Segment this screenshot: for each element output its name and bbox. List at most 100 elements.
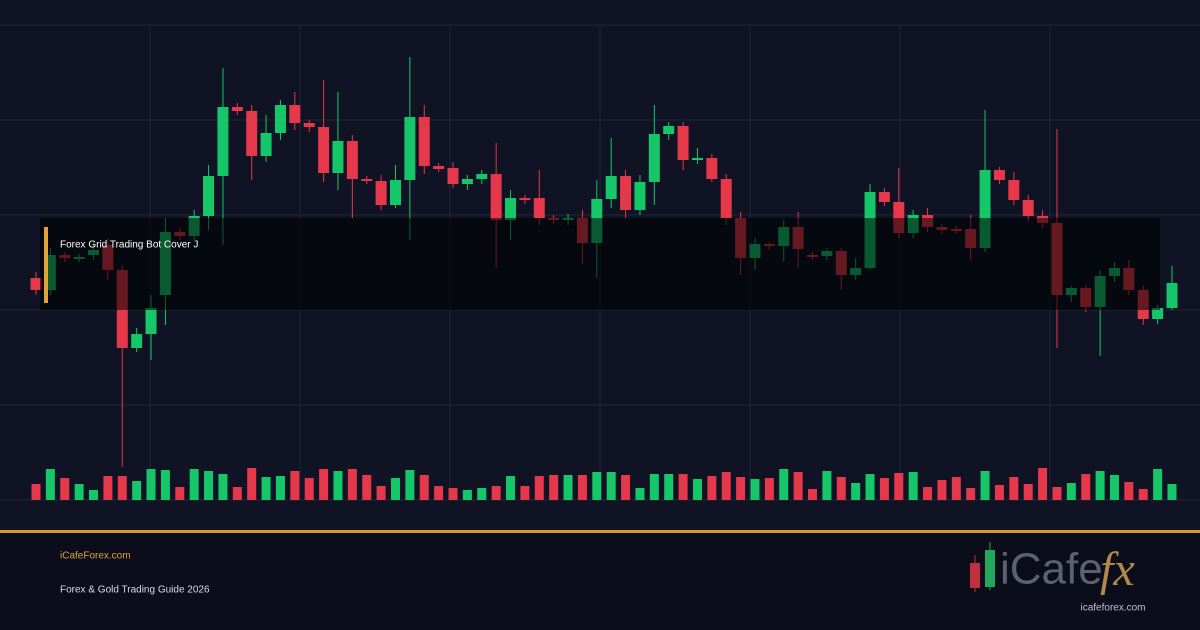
- volume-bar: [117, 476, 127, 500]
- candle-body: [605, 176, 617, 199]
- volume-bar: [966, 488, 976, 500]
- candle-body: [648, 134, 660, 182]
- volume-bar: [980, 471, 990, 500]
- volume-bar: [232, 487, 242, 500]
- candle-body: [691, 158, 703, 160]
- candle-body: [318, 127, 330, 173]
- logo-url: icafeforex.com: [1080, 603, 1145, 614]
- volume-bar: [678, 474, 688, 500]
- volume-bar: [261, 477, 271, 500]
- volume-bar: [1052, 487, 1062, 500]
- candle-body: [260, 133, 272, 156]
- volume-bar: [146, 469, 156, 500]
- volume-bar: [247, 468, 257, 500]
- candle-body: [246, 111, 258, 156]
- volume-bar: [218, 474, 228, 500]
- candle-body: [433, 166, 445, 169]
- candle-body: [346, 141, 358, 179]
- volume-bar: [1138, 489, 1148, 500]
- volume-bar: [160, 470, 170, 500]
- volume-bar: [808, 489, 818, 500]
- candle-body: [720, 179, 732, 218]
- volume-bar: [405, 470, 415, 500]
- candle-body: [303, 123, 315, 127]
- volume-bar: [304, 478, 314, 500]
- candle-body: [231, 107, 243, 111]
- volume-bar: [851, 483, 861, 500]
- volume-bar: [635, 488, 645, 500]
- volume-bar: [132, 481, 142, 500]
- candle-body: [993, 170, 1005, 180]
- candle-body: [389, 180, 401, 205]
- volume-bar: [793, 472, 803, 500]
- candle-body: [447, 168, 459, 184]
- candle-body: [1022, 200, 1034, 216]
- volume-bar: [60, 478, 70, 500]
- volume-bar: [879, 478, 889, 500]
- volume-bar: [1066, 483, 1076, 500]
- volume-bar: [621, 475, 631, 500]
- candle-body: [634, 182, 646, 210]
- candle-body: [677, 126, 689, 160]
- volume-bar: [1095, 471, 1105, 500]
- volume-bar: [319, 469, 329, 500]
- candle-body: [1152, 308, 1164, 319]
- volume-bar: [506, 476, 516, 500]
- volume-bar: [175, 487, 185, 500]
- volume-bar: [779, 469, 789, 500]
- volume-bar: [31, 484, 41, 500]
- candle-body: [418, 117, 430, 166]
- candle-body: [145, 308, 157, 334]
- candle-body: [289, 105, 301, 123]
- candle-body: [878, 192, 890, 202]
- volume-bar: [74, 484, 84, 500]
- site-name: iCafeForex.com: [60, 551, 131, 562]
- candle-body: [131, 334, 143, 348]
- volume-bar: [692, 479, 702, 500]
- volume-bar: [736, 477, 746, 500]
- volume-bar: [649, 474, 659, 500]
- volume-bar: [1081, 474, 1091, 500]
- volume-bar: [290, 471, 300, 500]
- candle-body: [533, 198, 545, 218]
- volume-bar: [606, 472, 616, 500]
- volume-bar: [923, 487, 933, 500]
- candle-body: [476, 174, 488, 179]
- volume-bar: [347, 469, 357, 500]
- candle-body: [375, 181, 387, 205]
- volume-bar: [721, 472, 731, 500]
- candle-body: [461, 179, 473, 184]
- candle-body: [979, 170, 991, 248]
- logo-text: iCafe: [1000, 545, 1103, 594]
- volume-bar: [1124, 482, 1134, 500]
- volume-bar: [994, 485, 1004, 500]
- volume-bar: [894, 473, 904, 500]
- volume-bar: [275, 476, 285, 500]
- candle-body: [30, 278, 42, 290]
- logo-mark: fx: [1100, 543, 1135, 596]
- candle-body: [404, 117, 416, 180]
- volume-bar: [189, 469, 199, 500]
- volume-bar: [1153, 469, 1163, 500]
- candle-body: [620, 176, 632, 210]
- candle-body: [1008, 180, 1020, 200]
- volume-bar: [707, 476, 717, 500]
- volume-bar: [836, 477, 846, 500]
- candle-body: [332, 141, 344, 173]
- volume-bar: [448, 488, 458, 500]
- volume-bar: [822, 471, 832, 500]
- volume-bar: [1109, 475, 1119, 500]
- footer-background: [0, 533, 1200, 630]
- logo-icon: [970, 542, 995, 592]
- volume-bar: [376, 486, 386, 500]
- volume-bar: [45, 469, 55, 500]
- volume-bar: [951, 477, 961, 500]
- overlay-label: Forex Grid Trading Bot Cover J: [60, 240, 198, 251]
- volume-bar: [333, 471, 343, 500]
- volume-bar: [534, 476, 544, 500]
- volume-bar: [549, 475, 559, 500]
- candle-body: [361, 179, 373, 181]
- candle-body: [203, 176, 215, 216]
- volume-bar: [577, 475, 587, 500]
